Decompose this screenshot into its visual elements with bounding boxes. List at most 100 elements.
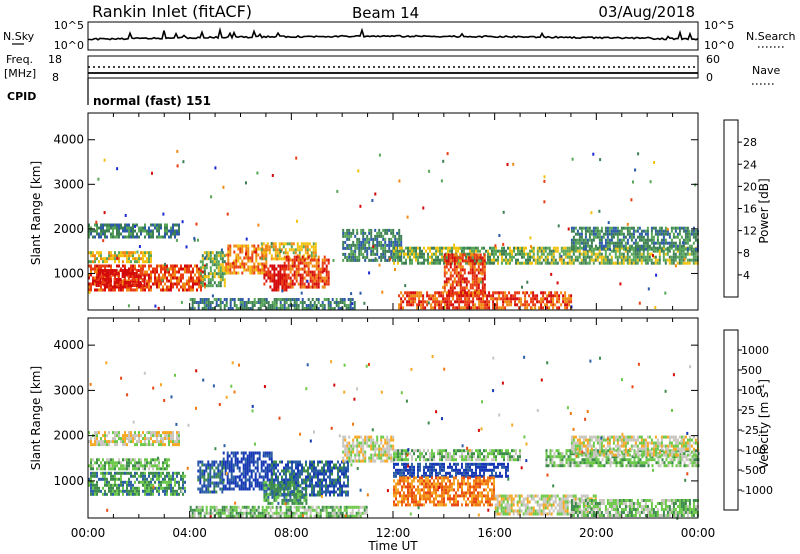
power-cell — [266, 245, 269, 249]
power-cell — [588, 258, 591, 262]
power-cell — [94, 264, 96, 268]
velocity-cell — [205, 478, 208, 482]
power-cell — [644, 247, 647, 251]
velocity-cell — [176, 480, 178, 484]
power-cell — [409, 249, 411, 253]
power-cell — [317, 270, 320, 274]
power-cell — [327, 273, 330, 277]
power-cell — [626, 255, 629, 259]
power-cell — [612, 241, 615, 245]
power-cell — [624, 258, 627, 262]
power-cell — [249, 265, 252, 269]
power-cell — [227, 265, 230, 269]
velocity-cell — [110, 477, 112, 481]
power-cell — [454, 300, 457, 304]
power-cell — [640, 229, 643, 233]
power-cell — [263, 262, 266, 266]
power-cell — [455, 283, 458, 287]
velocity-cell — [315, 481, 317, 485]
power-cell — [562, 246, 565, 250]
power-cell — [146, 270, 148, 274]
power-cell — [170, 279, 172, 283]
power-cell — [329, 307, 332, 310]
power-cell — [247, 247, 250, 251]
power-cell — [457, 277, 460, 281]
power-cell — [301, 276, 304, 280]
velocity-cell — [94, 474, 96, 478]
power-cell — [88, 285, 90, 289]
power-cell — [491, 252, 493, 256]
power-cell — [678, 255, 681, 259]
power-cell — [376, 246, 379, 250]
power-cell — [482, 306, 485, 310]
power-cell — [596, 258, 599, 262]
velocity-cell — [307, 466, 309, 470]
power-cell — [134, 267, 136, 271]
power-cell — [317, 301, 320, 304]
power-cell — [164, 229, 166, 233]
power-cell — [135, 272, 138, 275]
power-cell — [411, 252, 413, 256]
power-cell — [570, 294, 573, 298]
power-cell — [270, 242, 273, 245]
power-cell — [362, 246, 365, 250]
power-cell — [442, 300, 445, 304]
power-cell — [393, 246, 395, 250]
power-cell — [132, 251, 134, 255]
velocity-cell — [100, 489, 102, 493]
power-cell — [293, 258, 296, 262]
velocity-cell — [158, 434, 160, 438]
power-cell — [674, 255, 677, 259]
power-cell — [280, 242, 283, 246]
power-cell — [237, 253, 240, 257]
power-cell — [636, 241, 639, 245]
power-cell — [215, 301, 218, 304]
power-cell — [423, 261, 425, 265]
power-cell — [447, 253, 450, 257]
power-cell — [492, 300, 495, 304]
velocity-cell — [230, 472, 233, 476]
velocity-cell — [170, 489, 172, 493]
power-cell — [556, 281, 559, 285]
power-cell — [398, 294, 401, 298]
velocity-cell — [112, 483, 114, 487]
power-cell — [168, 229, 170, 233]
power-cell — [121, 275, 124, 278]
power-cell — [88, 235, 90, 239]
velocity-cell — [136, 486, 138, 490]
velocity-cell — [242, 472, 245, 476]
velocity-cell — [168, 431, 170, 435]
power-cell — [445, 265, 448, 269]
velocity-cell — [319, 478, 321, 482]
velocity-cell — [275, 466, 277, 470]
velocity-cell — [256, 478, 259, 482]
power-cell — [648, 247, 651, 251]
velocity-cell — [102, 458, 104, 462]
power-cell — [678, 232, 681, 236]
power-cell — [303, 261, 306, 265]
power-cell — [321, 304, 324, 307]
power-cell — [552, 258, 555, 262]
power-cell — [189, 298, 192, 301]
power-cell — [461, 265, 464, 269]
power-cell — [273, 273, 276, 277]
power-cell — [122, 279, 124, 283]
power-cell — [126, 257, 128, 261]
power-cell — [271, 301, 274, 304]
velocity-cell — [138, 440, 140, 444]
power-cell — [409, 261, 411, 265]
power-cell — [98, 251, 100, 255]
power-cell — [441, 258, 443, 262]
power-cell — [277, 276, 280, 280]
power-cell — [572, 261, 575, 265]
velocity-cell — [287, 469, 289, 473]
power-cell — [313, 270, 316, 274]
power-cell — [358, 246, 361, 250]
power-cell — [481, 246, 483, 250]
power-cell — [654, 226, 657, 230]
velocity-cell — [303, 466, 305, 470]
power-cell — [108, 264, 110, 268]
velocity-cell — [232, 466, 235, 470]
power-cell — [102, 239, 105, 243]
power-cell — [505, 258, 507, 262]
